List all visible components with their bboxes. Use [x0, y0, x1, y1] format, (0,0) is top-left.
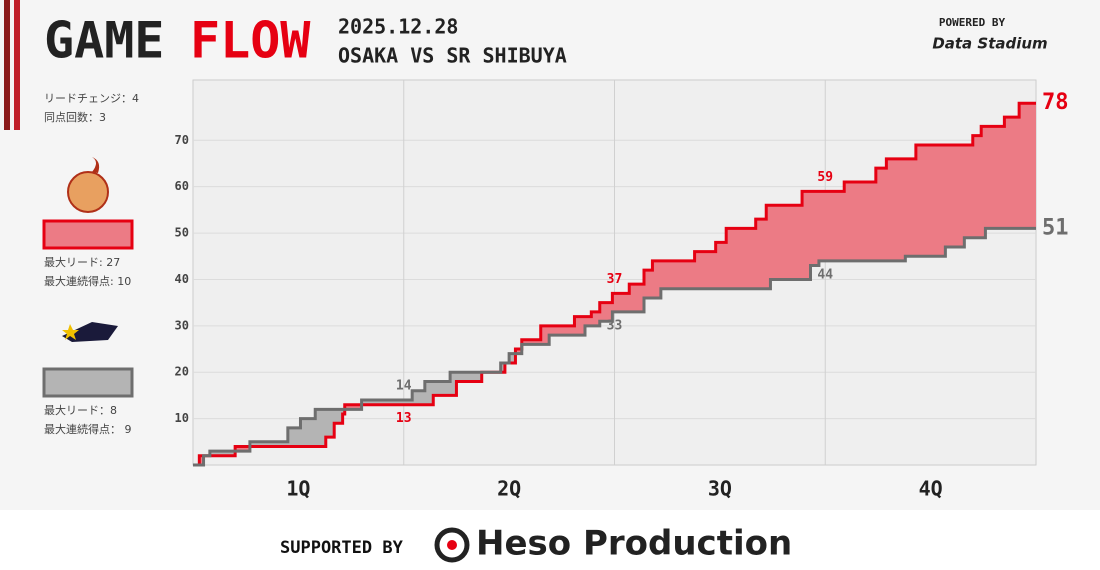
y-tick-label: 70 — [175, 133, 189, 147]
team-logo — [67, 157, 109, 213]
quarter-score: 37 — [607, 272, 623, 287]
sponsor-logo — [447, 540, 457, 550]
lead-changes: リードチェンジ：4 — [44, 92, 139, 105]
quarter-score: 14 — [396, 379, 412, 394]
data-brand: Data Stadium — [932, 35, 1047, 53]
quarter-label: 4Q — [919, 477, 943, 501]
team-stat: 最大リード：8 — [44, 403, 117, 417]
powered-by: POWERED BY — [939, 16, 1006, 29]
quarter-score: 13 — [396, 411, 412, 426]
sponsor: Hesо Production — [476, 524, 792, 564]
supported-by: SUPPORTED BY — [280, 538, 404, 558]
quarter-label: 3Q — [708, 477, 732, 501]
ties: 同点回数：3 — [44, 111, 106, 124]
quarter-score: 33 — [607, 318, 623, 333]
team-stat: 最大連続得点: 10 — [44, 274, 131, 288]
quarter-score: 44 — [817, 267, 833, 282]
quarter-score: 59 — [817, 170, 833, 185]
team-logo — [62, 322, 118, 342]
final-score: 78 — [1042, 90, 1069, 115]
y-tick-label: 60 — [175, 179, 189, 193]
score-line — [193, 226, 1036, 467]
footer-background — [0, 510, 1100, 570]
y-tick-label: 40 — [175, 272, 189, 286]
date: 2025.12.28 — [338, 15, 458, 39]
y-tick-label: 10 — [175, 411, 189, 425]
title-part: GAME — [44, 12, 164, 70]
matchup: OSAKA VS SR SHIBUYA — [338, 44, 567, 68]
y-tick-label: 50 — [175, 226, 189, 240]
title-part: FLOW — [190, 12, 311, 70]
quarter-label: 2Q — [497, 477, 521, 501]
quarter-label: 1Q — [286, 477, 310, 501]
team-stat: 最大リード: 27 — [44, 255, 120, 269]
legend-swatch — [42, 367, 134, 398]
y-tick-label: 20 — [175, 365, 189, 379]
legend-swatch — [42, 219, 134, 250]
accent-bar — [4, 0, 10, 130]
y-tick-label: 30 — [175, 318, 189, 332]
sponsor-logo — [434, 527, 470, 563]
team-stat: 最大連続得点： 9 — [44, 422, 132, 436]
accent-bar — [14, 0, 20, 130]
final-score: 51 — [1042, 215, 1069, 240]
